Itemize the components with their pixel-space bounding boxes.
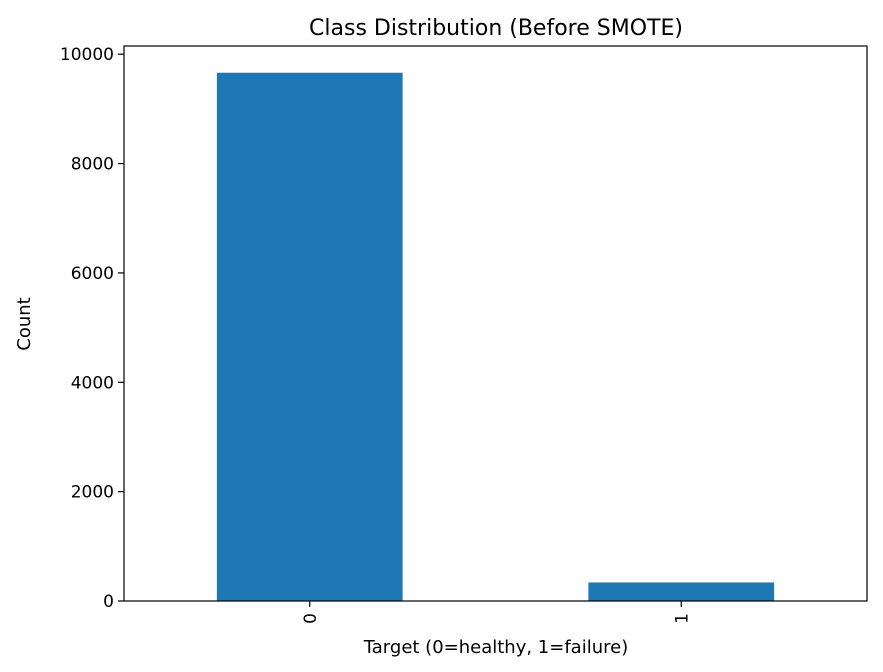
bar-0 [216, 72, 403, 602]
y-tick-label: 10000 [60, 45, 114, 65]
plot-frame [123, 45, 868, 602]
x-tick-label: 1 [672, 613, 692, 624]
bar-1 [588, 582, 775, 601]
x-axis-label: Target (0=healthy, 1=failure) [363, 637, 628, 658]
y-axis-label: Count [14, 297, 35, 350]
bars [216, 72, 775, 602]
y-axis-ticks: 0 2000 4000 6000 8000 10000 [60, 45, 124, 612]
y-tick-label: 0 [103, 592, 114, 612]
x-tick-label: 0 [301, 613, 321, 624]
y-tick-label: 4000 [71, 373, 114, 393]
y-tick-label: 8000 [71, 155, 114, 175]
chart-title: Class Distribution (Before SMOTE) [309, 16, 683, 41]
y-tick-label: 6000 [71, 264, 114, 284]
y-tick-label: 2000 [71, 483, 114, 503]
